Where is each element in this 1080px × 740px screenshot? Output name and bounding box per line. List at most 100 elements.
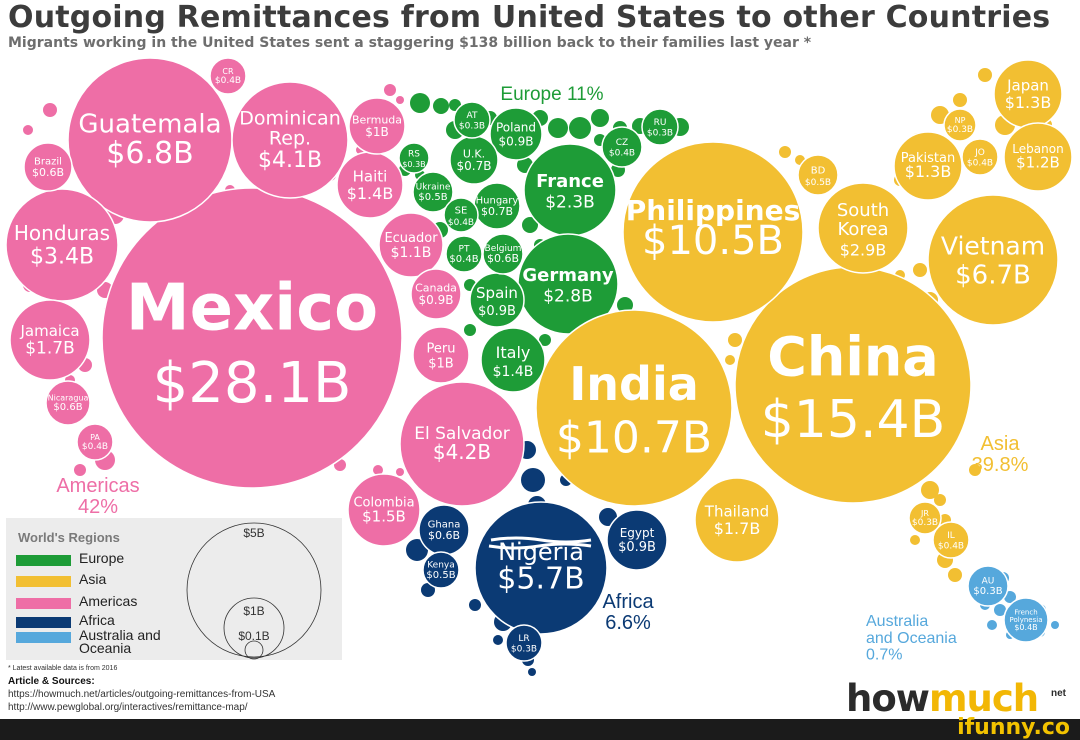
region-label: Americas xyxy=(56,475,139,497)
country-bubble: China$15.4B xyxy=(734,266,972,504)
bubble-circle xyxy=(505,624,543,662)
country-name: Kenya xyxy=(427,561,455,571)
logo-suffix: net xyxy=(1051,688,1066,699)
country-bubble: AT$0.3B xyxy=(453,101,491,139)
country-bubble: Ukraine$0.5B xyxy=(412,171,454,213)
bubble-circle xyxy=(76,423,114,461)
filler-dot xyxy=(948,568,962,582)
legend-item-europe: Europe xyxy=(16,551,189,566)
bubble-circle xyxy=(535,309,733,507)
country-name: South xyxy=(837,200,889,221)
country-bubble: RU$0.3B xyxy=(641,108,679,146)
country-value: $0.5B xyxy=(805,178,831,188)
filler-dot xyxy=(522,217,538,233)
legend-label: Asia xyxy=(79,571,107,587)
country-name: Philippines xyxy=(626,194,801,227)
country-bubble: PA$0.4B xyxy=(76,423,114,461)
bubble-circle xyxy=(641,108,679,146)
country-value: $0.4B xyxy=(215,76,241,86)
country-value: $1.7B xyxy=(25,339,75,359)
filler-dot xyxy=(591,109,609,127)
country-name: Japan xyxy=(1006,76,1049,94)
region-label: Asia xyxy=(981,433,1021,455)
country-name: Vietnam xyxy=(941,231,1045,260)
bubble-circle xyxy=(443,197,479,233)
bubble-circle xyxy=(347,473,421,547)
bubble-circle xyxy=(967,565,1009,607)
country-name: Korea xyxy=(837,219,888,240)
country-bubble: Nicaragua$0.6B xyxy=(45,380,91,426)
country-bubble: Philippines$10.5B xyxy=(622,141,804,323)
legend-label: Africa xyxy=(79,612,115,628)
country-bubble: Lebanon$1.2B xyxy=(1003,122,1073,192)
country-name: Spain xyxy=(476,284,518,302)
country-bubble: Colombia$1.5B xyxy=(347,473,421,547)
bubble-circle xyxy=(961,138,999,176)
filler-dot xyxy=(913,263,927,277)
country-bubble: JR$0.3B xyxy=(908,501,942,535)
country-name: Ghana xyxy=(428,519,461,530)
page-subtitle: Migrants working in the United States se… xyxy=(8,35,812,51)
country-value: $0.3B xyxy=(947,125,973,135)
country-name: PA xyxy=(90,433,100,442)
country-bubble: Guatemala$6.8B xyxy=(67,57,233,223)
country-name: Bermuda xyxy=(352,113,402,126)
country-name: AU xyxy=(982,577,995,587)
country-value: $10.5B xyxy=(642,218,784,264)
filler-dot xyxy=(987,620,997,630)
filler-dot xyxy=(978,68,992,82)
source-link[interactable]: https://howmuch.net/articles/outgoing-re… xyxy=(8,689,276,700)
bubble-circle xyxy=(489,107,543,161)
legend-swatch xyxy=(16,555,71,566)
source-link[interactable]: http://www.pewglobal.org/interactives/re… xyxy=(8,702,248,713)
country-value: $1.4B xyxy=(493,364,534,380)
country-value: $1.5B xyxy=(362,508,406,526)
country-bubble: Bermuda$1B xyxy=(348,97,406,155)
filler-dot xyxy=(410,93,430,113)
bubble-circle xyxy=(9,299,91,381)
filler-dot xyxy=(521,468,545,492)
bubble-circle xyxy=(893,131,963,201)
country-value: $6.8B xyxy=(106,136,193,171)
bubble-circle xyxy=(412,326,470,384)
country-name: Egypt xyxy=(620,526,655,540)
country-bubble: Ecuador$1.1B xyxy=(378,212,444,278)
country-name: CZ xyxy=(616,138,628,148)
country-name: NP xyxy=(955,116,966,125)
country-bubble: El Salvador$4.2B xyxy=(399,381,525,507)
scale-label-1b: $1B xyxy=(243,604,264,618)
legend-item-asia: Asia xyxy=(16,571,189,587)
country-name: India xyxy=(569,357,699,411)
country-name: Mexico xyxy=(126,271,378,345)
country-bubble: Egypt$0.9B xyxy=(606,509,668,571)
country-value: $1.3B xyxy=(905,162,952,181)
filler-dot xyxy=(406,539,428,561)
bubble-circle xyxy=(927,194,1059,326)
country-value: $15.4B xyxy=(761,390,946,450)
country-bubble: Italy $1.4B xyxy=(480,327,546,393)
bubble-circle xyxy=(1003,597,1049,643)
country-name: Dominican xyxy=(239,108,341,130)
country-name: Thailand xyxy=(704,502,769,520)
region-label: 42% xyxy=(78,496,118,518)
region-label: and Oceania xyxy=(866,630,957,647)
bubble-circle xyxy=(908,501,942,535)
legend-label: Americas xyxy=(79,593,138,609)
country-value: $0.9B xyxy=(478,304,516,319)
country-bubble: LR$0.3B xyxy=(505,624,543,662)
filler-dot xyxy=(994,604,1006,616)
country-bubble: CZ$0.4B xyxy=(601,126,643,168)
legend-swatch xyxy=(16,632,71,643)
country-bubble: Nigeria$5.7B xyxy=(474,501,608,635)
country-bubble: India$10.7B xyxy=(535,309,733,507)
filler-dot xyxy=(469,599,481,611)
country-bubble: JO$0.4B xyxy=(961,138,999,176)
country-bubble: PT$0.4B xyxy=(445,235,483,273)
country-bubble: Jamaica$1.7B xyxy=(9,299,91,381)
nigeria-scribble xyxy=(488,536,592,550)
country-name: El Salvador xyxy=(414,424,509,444)
region-label: 0.7% xyxy=(866,647,902,664)
country-bubble: Haiti$1.4B xyxy=(336,151,404,219)
